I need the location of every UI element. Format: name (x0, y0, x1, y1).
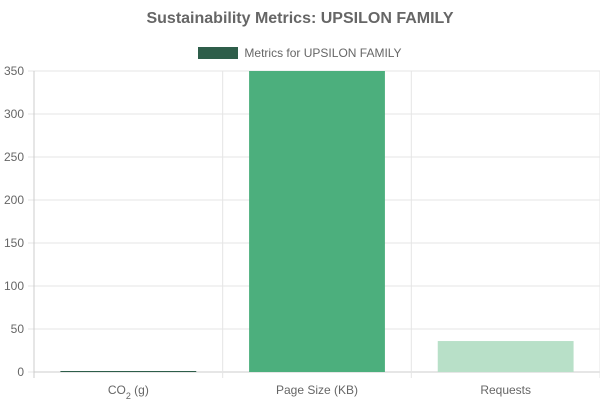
bar (437, 341, 574, 372)
y-tick-label: 50 (11, 322, 25, 336)
y-tick-label: 200 (4, 193, 24, 207)
x-tick-labels: CO2 (g) Page Size (KB) Requests (108, 383, 531, 400)
x-tick-label: Requests (480, 383, 531, 397)
y-tick-label: 0 (17, 365, 24, 379)
legend-label: Metrics for UPSILON FAMILY (244, 46, 402, 60)
y-tick-label: 250 (4, 150, 24, 164)
legend[interactable]: Metrics for UPSILON FAMILY (0, 46, 600, 60)
bar (249, 71, 385, 372)
y-tick-label: 350 (4, 64, 24, 78)
legend-swatch (198, 47, 239, 59)
y-tick-labels: 0 50 100 150 200 250 300 350 (4, 64, 24, 379)
y-tick-label: 300 (4, 107, 24, 121)
bar (60, 371, 197, 372)
x-tick-label: CO2 (g) (108, 383, 149, 400)
y-tick-label: 100 (4, 279, 24, 293)
y-tick-label: 150 (4, 236, 24, 250)
chart-title: Sustainability Metrics: UPSILON FAMILY (146, 10, 454, 27)
bars (60, 71, 574, 372)
x-tick-label: Page Size (KB) (276, 383, 358, 397)
